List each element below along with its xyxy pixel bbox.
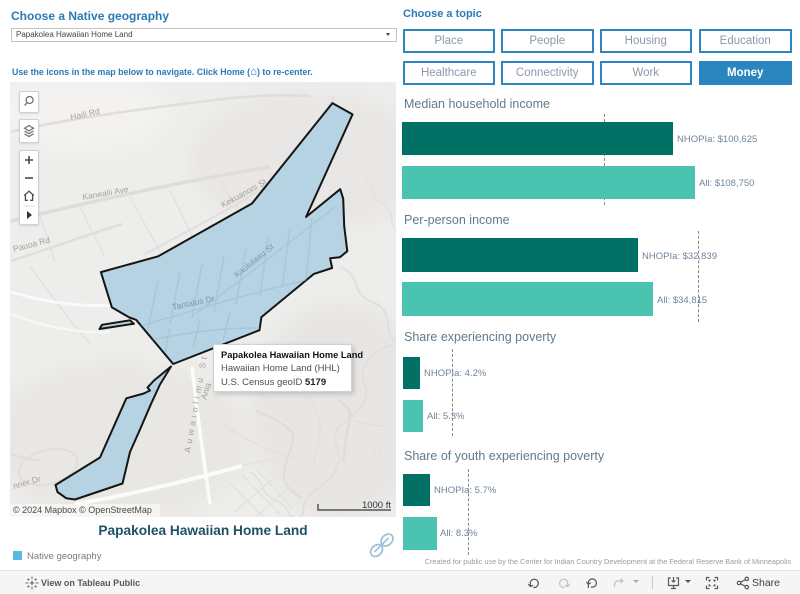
svg-text:© 2024 Mapbox © OpenStreetMap: © 2024 Mapbox © OpenStreetMap: [13, 505, 152, 515]
svg-text:1000 ft: 1000 ft: [362, 500, 391, 511]
